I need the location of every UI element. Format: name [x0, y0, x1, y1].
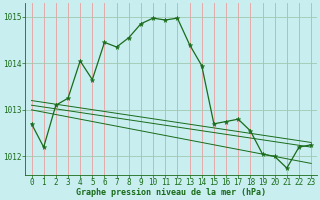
X-axis label: Graphe pression niveau de la mer (hPa): Graphe pression niveau de la mer (hPa)	[76, 188, 266, 197]
